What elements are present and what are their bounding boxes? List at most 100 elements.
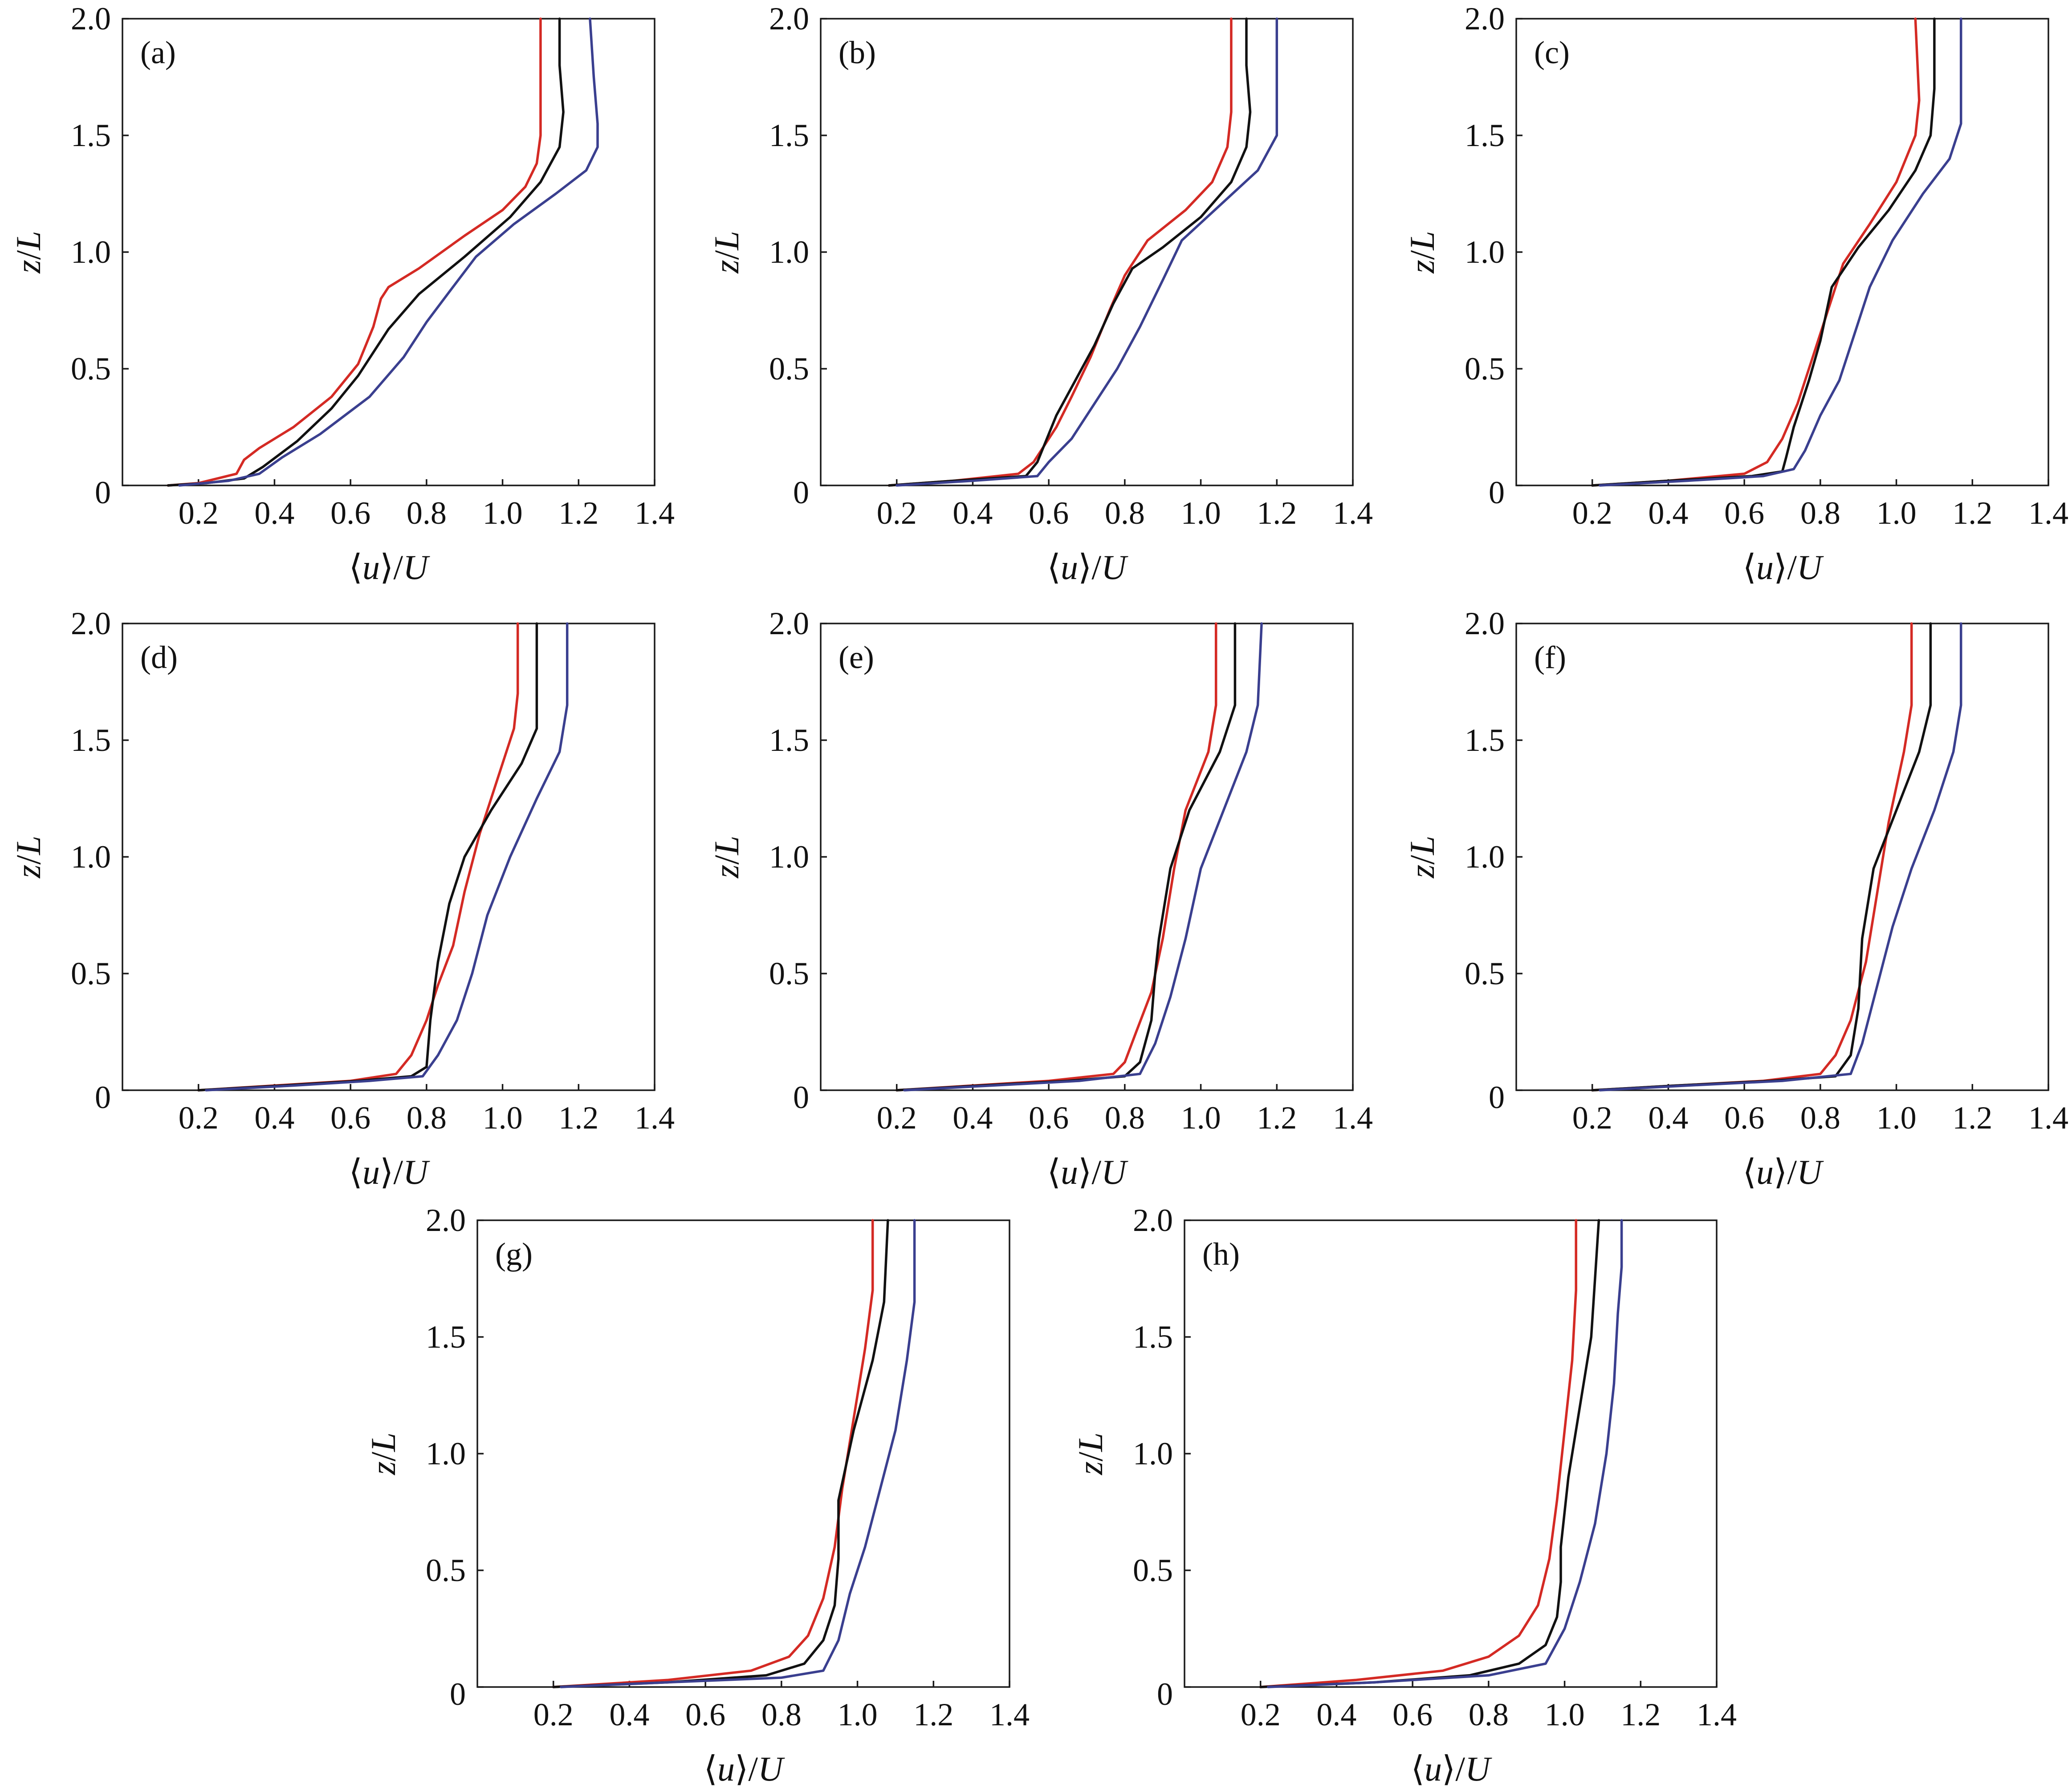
y-tick-label: 0 (95, 475, 111, 510)
x-axis-label-part: ⟩/ (735, 1749, 758, 1788)
x-axis-label-part: U (1101, 1153, 1128, 1191)
y-axis-label-part: / (1071, 1451, 1110, 1461)
x-tick-label: 1.4 (2028, 495, 2068, 531)
x-axis-label-part: ⟨ (704, 1749, 717, 1788)
panel-label: (e) (839, 640, 874, 675)
x-tick-label: 1.4 (635, 1100, 675, 1136)
x-axis-label-part: ⟨ (1047, 548, 1061, 587)
series-line-2 (1591, 17, 1936, 487)
x-tick-label: 0.8 (1800, 1100, 1840, 1136)
x-tick-label: 0.4 (254, 495, 294, 531)
series-line-1 (1591, 17, 1921, 487)
series-line-2 (167, 17, 565, 487)
x-tick-label: 0.2 (179, 1100, 219, 1136)
y-tick-label: 2.0 (71, 606, 111, 641)
y-axis-label-part: L (9, 835, 48, 855)
y-axis-label-part: z (9, 864, 48, 878)
y-tick-label: 2.0 (1133, 1202, 1173, 1238)
x-tick-label: 1.2 (1952, 1100, 1992, 1136)
y-tick-label: 1.0 (71, 839, 111, 875)
x-tick-label: 1.4 (635, 495, 675, 531)
y-tick-label: 0 (1489, 475, 1505, 510)
y-axis-label: z/L (707, 231, 746, 273)
y-tick-label: 1.5 (769, 722, 809, 758)
x-tick-label: 1.2 (1620, 1697, 1661, 1732)
x-tick-label: 0.4 (953, 495, 993, 531)
y-tick-label: 0 (450, 1676, 466, 1712)
y-tick-label: 0 (1157, 1676, 1173, 1712)
x-tick-label: 0.8 (407, 1100, 447, 1136)
y-tick-label: 0.5 (1465, 351, 1505, 387)
series-line-3 (1599, 17, 1962, 487)
series-line-3 (560, 1219, 916, 1688)
y-tick-label: 1.0 (426, 1436, 466, 1471)
panel-label: (c) (1534, 35, 1570, 70)
x-tick-label: 0.8 (407, 495, 447, 531)
x-axis-label-part: u (717, 1749, 735, 1788)
y-axis-label-part: L (707, 835, 746, 855)
x-axis-label-part: U (403, 548, 430, 587)
x-axis-label-part: u (1425, 1749, 1442, 1788)
x-tick-label: 0.2 (179, 495, 219, 531)
y-tick-label: 1.5 (769, 118, 809, 153)
series-line-3 (903, 622, 1263, 1092)
panel-label: (d) (140, 640, 178, 675)
plot-frame (1184, 1219, 1718, 1688)
chart-panel: 0.2 0.4 0.6 0.8 1.0 1.2 1.4 0 0.5 1.0 1.5 2.0 (h) ⟨u⟩… (1071, 1202, 1737, 1788)
series-line-3 (178, 17, 599, 487)
x-axis-label: ⟨u⟩/U (349, 1153, 431, 1191)
series-line-2 (887, 17, 1252, 487)
y-tick-label: 1.5 (426, 1319, 466, 1355)
series-line-3 (1599, 622, 1962, 1092)
x-tick-label: 1.2 (1952, 495, 1992, 531)
x-tick-label: 1.4 (1697, 1697, 1737, 1732)
y-axis-label-part: L (1403, 231, 1441, 250)
x-tick-label: 0.2 (877, 1100, 917, 1136)
y-axis-label-part: / (1403, 855, 1441, 864)
x-tick-label: 1.4 (989, 1697, 1030, 1732)
y-tick-label: 1.5 (1465, 118, 1505, 153)
chart-panel: 0.2 0.4 0.6 0.8 1.0 1.2 1.4 0 0.5 1.0 1.5 2.0 (b) ⟨u⟩… (707, 1, 1373, 587)
panel-label: (h) (1202, 1236, 1240, 1272)
y-tick-label: 1.5 (71, 722, 111, 758)
y-axis-label-part: z (1071, 1461, 1110, 1475)
x-axis-label-part: U (1465, 1749, 1492, 1788)
chart-panel: 0.2 0.4 0.6 0.8 1.0 1.2 1.4 0 0.5 1.0 1.5 2.0 (c) ⟨u⟩… (1403, 1, 2068, 587)
x-axis-label-part: u (1061, 548, 1078, 587)
y-axis-label: z/L (364, 1432, 403, 1475)
x-axis-label: ⟨u⟩/U (1047, 1153, 1129, 1191)
x-axis-label: ⟨u⟩/U (349, 548, 431, 587)
x-tick-label: 0.6 (1029, 1100, 1069, 1136)
x-tick-label: 1.0 (838, 1697, 878, 1732)
x-tick-label: 0.4 (1648, 495, 1688, 531)
y-tick-label: 2.0 (769, 606, 809, 641)
y-tick-label: 0.5 (1465, 956, 1505, 991)
y-axis-label: z/L (1403, 835, 1441, 878)
chart-panel: 0.2 0.4 0.6 0.8 1.0 1.2 1.4 0 0.5 1.0 1.5 2.0 (d) ⟨u⟩… (9, 606, 675, 1191)
x-tick-label: 1.0 (1877, 1100, 1917, 1136)
x-axis-label-part: ⟩/ (380, 548, 403, 587)
x-axis-label: ⟨u⟩/U (1047, 548, 1129, 587)
y-tick-label: 2.0 (1465, 606, 1505, 641)
x-axis-label-part: U (758, 1749, 785, 1788)
x-axis-label-part: ⟩/ (1774, 1153, 1797, 1191)
x-axis-label-part: ⟩/ (1078, 548, 1101, 587)
y-axis-label-part: / (707, 250, 746, 260)
x-tick-label: 0.2 (533, 1697, 574, 1732)
x-tick-label: 0.6 (330, 1100, 370, 1136)
x-tick-label: 1.4 (1333, 1100, 1373, 1136)
chart-panel: 0.2 0.4 0.6 0.8 1.0 1.2 1.4 0 0.5 1.0 1.5 2.0 (e) ⟨u⟩… (707, 606, 1373, 1191)
x-tick-label: 0.8 (1469, 1697, 1509, 1732)
series-line-1 (1591, 622, 1913, 1092)
plot-frame (122, 18, 655, 486)
x-axis-label-part: ⟨ (1411, 1749, 1425, 1788)
plot-frame (122, 623, 655, 1091)
x-tick-label: 1.0 (483, 495, 523, 531)
panel-label: (a) (140, 35, 176, 70)
chart-panel: 0.2 0.4 0.6 0.8 1.0 1.2 1.4 0 0.5 1.0 1.5 2.0 (a) ⟨u⟩… (9, 1, 675, 587)
y-axis-label-part: z (9, 260, 48, 273)
y-axis-label-part: L (9, 231, 48, 250)
x-axis-label: ⟨u⟩/U (1411, 1749, 1493, 1788)
x-tick-label: 0.6 (1724, 1100, 1764, 1136)
x-tick-label: 1.0 (1545, 1697, 1585, 1732)
